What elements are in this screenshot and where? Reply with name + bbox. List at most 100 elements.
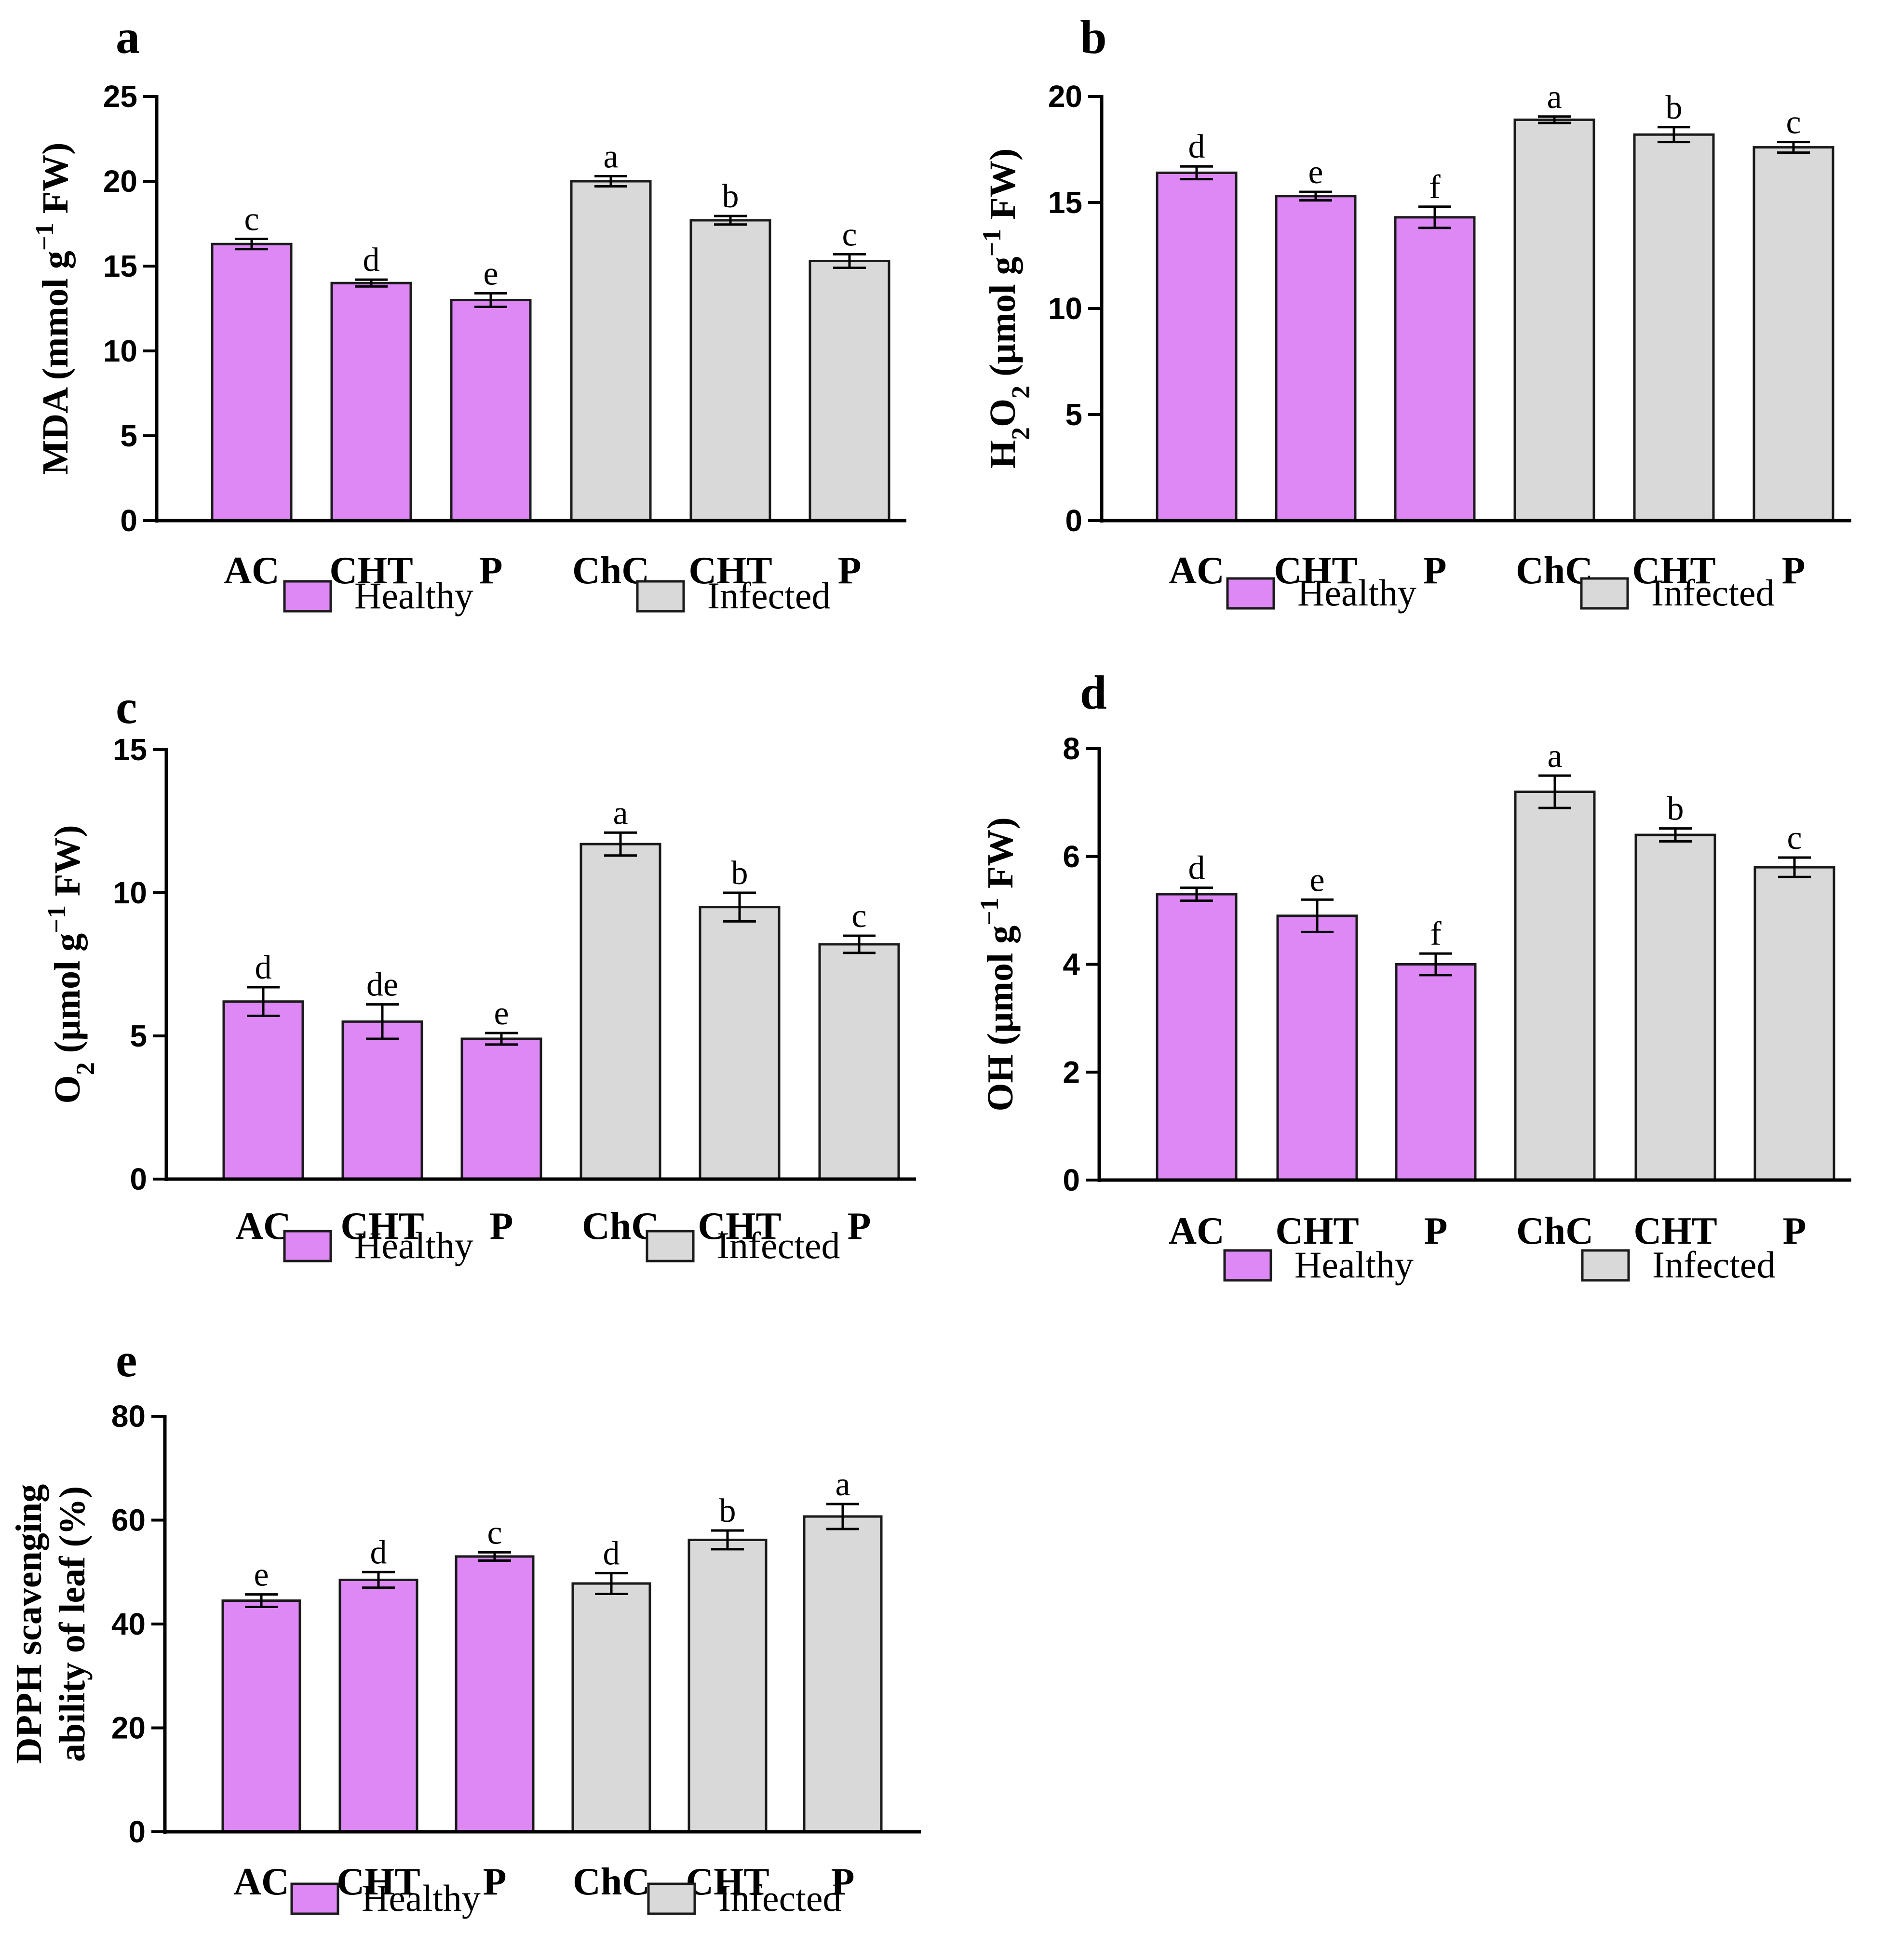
y-label-superscript: −1 (977, 229, 1006, 257)
bar (809, 259, 890, 522)
significance-letter: a (603, 138, 618, 175)
y-label-part: (µmol g (47, 933, 88, 1062)
bar (1394, 216, 1476, 522)
panel-letter: b (1080, 10, 1107, 64)
y-tick-label: 25 (103, 79, 137, 114)
panel-letter: a (116, 10, 140, 64)
bar (338, 1578, 418, 1833)
category-label: P (1424, 1210, 1448, 1252)
y-tick-label: 5 (120, 418, 137, 453)
bar (1633, 133, 1715, 522)
category-label: ChC (573, 1861, 650, 1903)
significance-letter: d (1188, 128, 1205, 165)
category-label: AC (233, 1861, 289, 1903)
y-label-part: FW) (47, 825, 88, 905)
y-label-superscript: −1 (30, 223, 59, 251)
legend-label-infected: Infected (707, 575, 830, 617)
significance-letter: d (370, 1534, 387, 1571)
category-label: P (490, 1205, 513, 1248)
y-tick-label: 0 (130, 1162, 147, 1196)
y-label-part: H (983, 440, 1023, 469)
category-label: P (1782, 550, 1806, 592)
category-label: P (831, 1861, 855, 1903)
y-tick-label: 5 (130, 1019, 147, 1053)
y-label-part: O (983, 399, 1023, 427)
significance-letter: c (1786, 104, 1801, 141)
y-tick-label: 0 (1065, 503, 1082, 538)
significance-letter: f (1429, 169, 1441, 206)
bar (571, 1582, 651, 1833)
significance-letter: e (483, 255, 498, 292)
legend-swatch-healthy (1226, 577, 1275, 610)
significance-letter: b (1666, 89, 1683, 126)
category-label: CHT (698, 1205, 781, 1248)
significance-letter: f (1430, 915, 1442, 953)
significance-letter: b (1667, 791, 1684, 828)
y-tick-label: 10 (1048, 291, 1082, 326)
significance-letter: b (731, 855, 748, 892)
category-label: AC (224, 550, 280, 592)
y-axis-label: MDA (mmol g−1 FW) (30, 143, 76, 475)
bar (450, 298, 532, 522)
significance-letter: d (603, 1535, 620, 1572)
legend-swatch-infected (636, 580, 685, 613)
category-label: CHT (337, 1861, 420, 1903)
y-label-superscript: −1 (975, 898, 1004, 926)
category-label: P (838, 550, 862, 592)
y-axis-label: OH (µmol g−1 FW) (975, 817, 1021, 1111)
bar (1276, 914, 1358, 1181)
y-label-part: FW) (983, 148, 1023, 229)
category-label: CHT (340, 1205, 424, 1248)
category-label: CHT (1632, 550, 1715, 592)
significance-letter: a (613, 794, 628, 832)
significance-letter: a (1547, 79, 1562, 116)
y-tick-label: 6 (1063, 839, 1080, 874)
category-label: CHT (1633, 1210, 1717, 1252)
y-label-part: O (47, 1075, 88, 1103)
significance-letter: c (842, 216, 857, 253)
significance-letter: e (1308, 154, 1323, 191)
bar (1156, 893, 1238, 1181)
y-tick-label: 0 (120, 503, 137, 538)
legend-label-infected: Infected (717, 1224, 840, 1266)
category-label: P (479, 550, 503, 592)
bar (341, 1020, 423, 1181)
category-label: AC (1169, 1210, 1225, 1252)
category-label: CHT (1275, 1210, 1359, 1252)
bar (211, 242, 293, 522)
category-label: CHT (1274, 550, 1357, 592)
significance-letter: a (835, 1466, 850, 1503)
bar (689, 219, 771, 522)
bar (803, 1515, 883, 1833)
y-label-part: (µmol g (983, 256, 1023, 386)
y-tick-label: 2 (1063, 1055, 1080, 1089)
significance-letter: d (363, 242, 380, 279)
category-label: CHT (329, 550, 413, 592)
significance-letter: d (255, 949, 272, 986)
legend-swatch-healthy (283, 1230, 332, 1262)
category-label: P (848, 1205, 871, 1248)
y-label-subscript: 2 (71, 1062, 100, 1075)
chart-panel-e: e e AC d CHT c Pd ChC b CHT a P 0 20 40 60 80 DPPH scaven… (9, 1333, 921, 1919)
bar (1753, 146, 1834, 522)
legend-swatch-healthy (290, 1882, 339, 1915)
significance-letter: d (1188, 850, 1205, 887)
significance-letter: e (254, 1557, 269, 1594)
category-label: P (1423, 550, 1447, 592)
bar (1395, 963, 1477, 1181)
y-label-part: OH (µmol g (980, 926, 1021, 1112)
legend-swatch-infected (1580, 577, 1629, 610)
legend-label-healthy: Healthy (1297, 572, 1416, 614)
y-tick-label: 15 (103, 249, 137, 283)
bar (221, 1599, 301, 1833)
panel-letter: c (116, 680, 137, 734)
significance-letter: a (1547, 738, 1562, 775)
bar (1634, 833, 1716, 1181)
significance-letter: de (366, 967, 398, 1004)
y-label-part: FW) (35, 143, 76, 223)
y-tick-label: 4 (1063, 947, 1080, 982)
bar (699, 906, 781, 1181)
bar (1156, 171, 1238, 522)
